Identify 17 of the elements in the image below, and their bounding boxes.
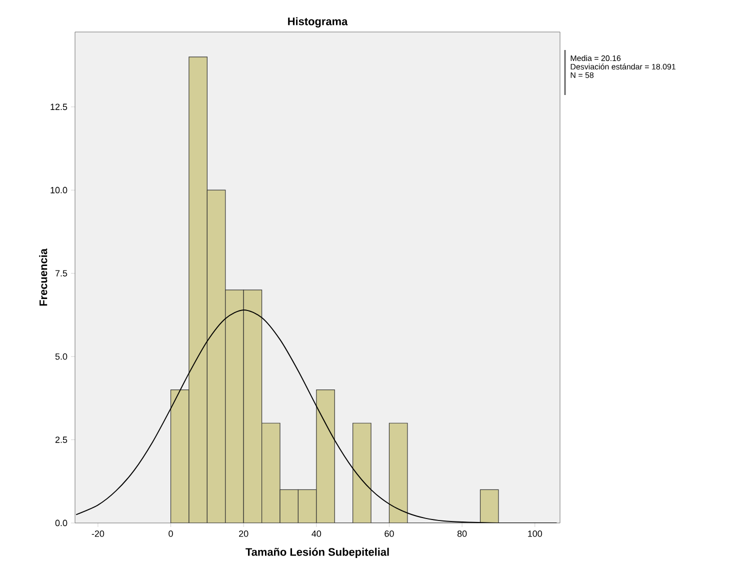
x-tick-label: 40 xyxy=(312,530,322,537)
x-axis-title: Tamaño Lesión Subepitelial xyxy=(246,548,389,558)
y-tick-label: 2.5 xyxy=(55,436,68,443)
x-tick-label: 60 xyxy=(384,530,394,537)
chart-title: Histograma xyxy=(288,17,348,28)
y-axis-title: Frecuencia xyxy=(39,248,48,306)
y-tick-label: 0.0 xyxy=(55,520,68,526)
x-tick-label: -20 xyxy=(92,530,104,537)
x-tick-label: 20 xyxy=(239,530,248,537)
x-tick-label: 80 xyxy=(457,530,467,537)
x-tick-label: 100 xyxy=(528,530,542,537)
line-series xyxy=(76,309,558,523)
y-tick-label: 12.5 xyxy=(50,104,68,110)
x-tick-label: 0 xyxy=(168,530,173,537)
y-tick-label: 10.0 xyxy=(50,186,68,194)
y-tick-label: 7.5 xyxy=(55,270,68,276)
y-tick-label: 5.0 xyxy=(55,353,68,360)
